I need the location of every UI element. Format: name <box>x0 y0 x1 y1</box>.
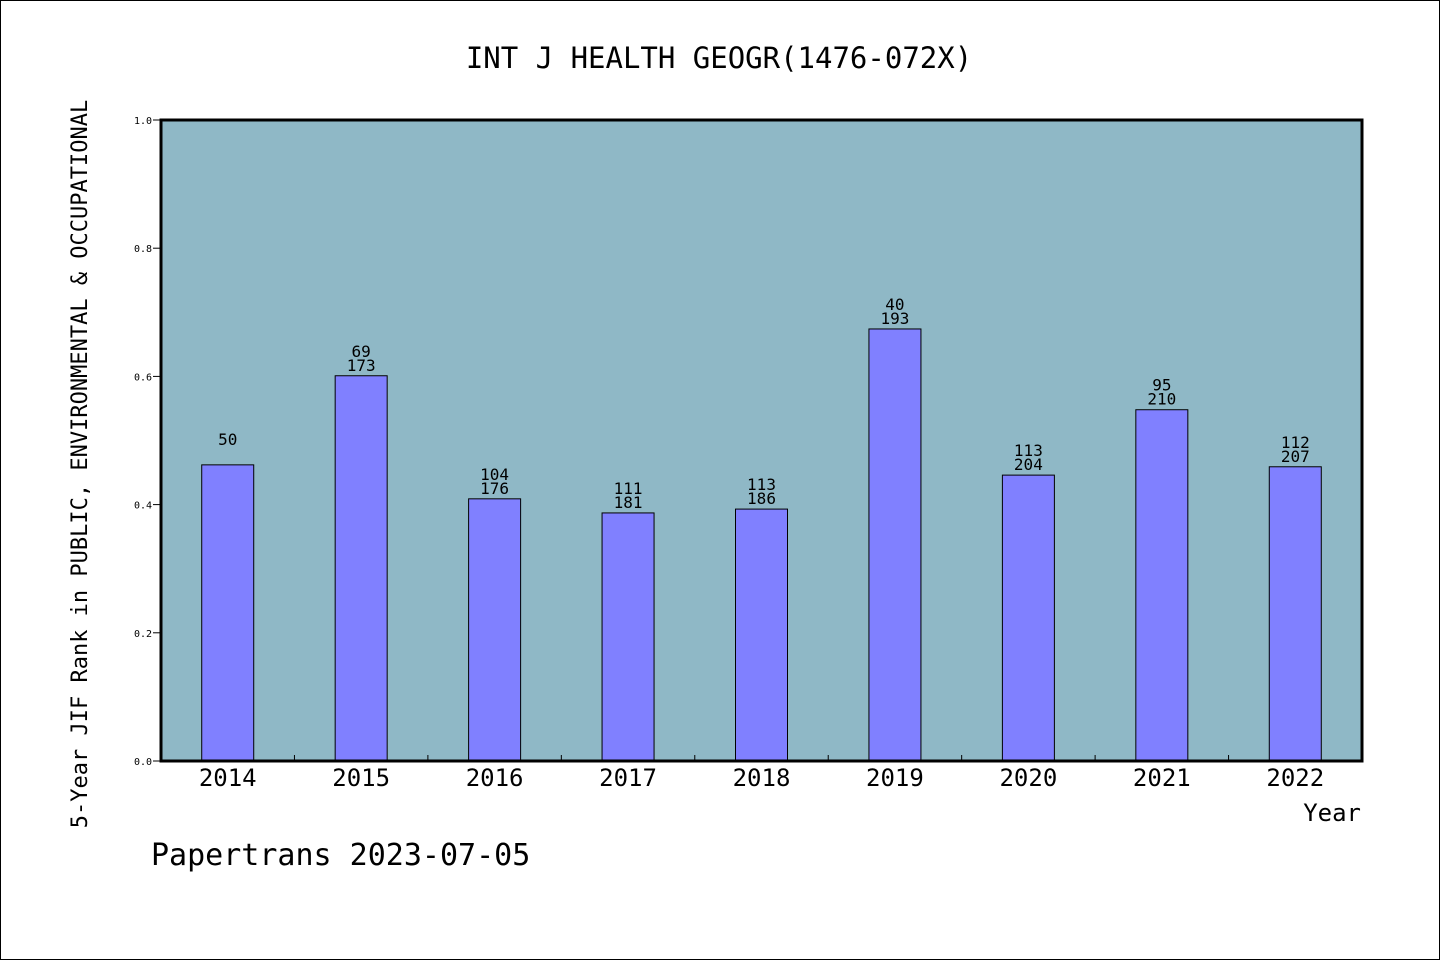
bar-label-top-2015: 69 <box>352 342 371 361</box>
bar-2017 <box>601 512 655 762</box>
bar-label-top-2014: 50 <box>218 430 237 449</box>
bar-2014 <box>201 464 255 762</box>
bar-label-bottom-2022: 207 <box>1281 447 1310 466</box>
y-tick-label: 0.0 <box>134 757 152 768</box>
y-tick-label: 1.0 <box>134 116 152 127</box>
bar-label-bottom-2016: 176 <box>480 479 509 498</box>
x-tick-label-2020: 2020 <box>999 764 1057 792</box>
bar-label-bottom-2019: 193 <box>880 309 909 328</box>
bar-label-top-2016: 104 <box>480 465 509 484</box>
y-tick-label: 0.2 <box>134 629 152 640</box>
x-tick-label-2018: 2018 <box>733 764 791 792</box>
plot-border <box>159 118 1364 763</box>
y-tick-label: 0.8 <box>134 244 152 255</box>
bar-2022 <box>1268 466 1322 762</box>
x-tick-label-2014: 2014 <box>199 764 257 792</box>
bar-2015 <box>334 375 388 762</box>
x-tick-label-2022: 2022 <box>1266 764 1324 792</box>
x-axis-label: Year <box>1303 799 1361 827</box>
bar-2020 <box>1001 474 1055 762</box>
bar-label-top-2017: 111 <box>614 479 643 498</box>
y-tick-label: 0.4 <box>134 501 152 512</box>
bar-label-top-2018: 113 <box>747 475 776 494</box>
x-tick-label-2016: 2016 <box>466 764 524 792</box>
bar-label-bottom-2021: 210 <box>1147 390 1176 409</box>
bar-label-top-2022: 112 <box>1281 433 1310 452</box>
x-tick-label-2015: 2015 <box>332 764 390 792</box>
bar-2021 <box>1135 409 1189 762</box>
bar-label-top-2019: 40 <box>885 295 904 314</box>
axis-ticks: 2014 2015 2016 2017 2018 2019 2020 2021 2022 0.0 0… <box>134 116 1324 792</box>
bar-label-top-2021: 95 <box>1152 376 1171 395</box>
bar-2018 <box>735 508 788 762</box>
x-tick-label-2019: 2019 <box>866 764 924 792</box>
x-tick-label-2021: 2021 <box>1133 764 1191 792</box>
bar-2019 <box>868 328 922 762</box>
bar-label-bottom-2017: 181 <box>614 493 643 512</box>
bar-label-top-2020: 113 <box>1014 441 1043 460</box>
bar-label-bottom-2015: 173 <box>347 356 376 375</box>
bar-label-bottom-2020: 204 <box>1014 455 1043 474</box>
bar-label-bottom-2018: 186 <box>747 489 776 508</box>
bar-2016 <box>468 498 522 762</box>
y-tick-label: 0.6 <box>134 372 152 383</box>
y-axis-label: 5-Year JIF Rank in PUBLIC, ENVIRONMENTAL… <box>68 100 93 828</box>
x-tick-label-2017: 2017 <box>599 764 657 792</box>
chart-title: INT J HEALTH GEOGR(1476-072X) <box>466 41 972 75</box>
source-footer: Papertrans 2023-07-05 <box>151 838 530 873</box>
